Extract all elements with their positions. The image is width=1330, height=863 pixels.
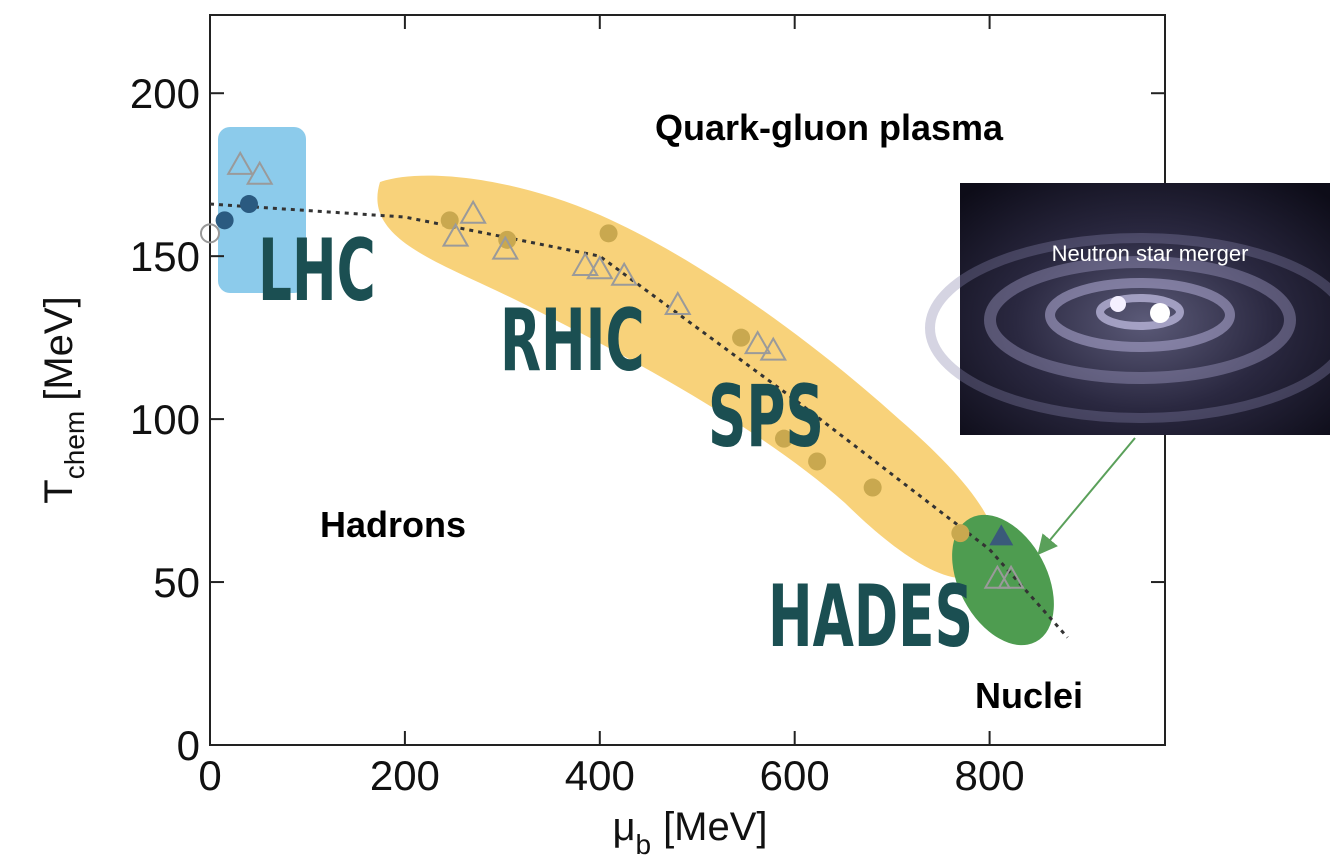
region-label: LHC	[258, 221, 376, 321]
page: {"chart_data": { "type": "scatter", "xla…	[0, 0, 1330, 863]
data-point	[600, 224, 618, 242]
x-tick-label: 600	[760, 752, 830, 799]
x-axis-symbol: μ	[612, 805, 635, 849]
star	[1110, 296, 1126, 312]
y-tick-label: 50	[153, 559, 200, 606]
y-tick-label: 0	[177, 722, 200, 769]
x-tick-label: 200	[370, 752, 440, 799]
region-label: SPS	[708, 367, 824, 467]
data-point	[240, 195, 258, 213]
y-axis-subscript: chem	[59, 411, 90, 479]
data-point	[864, 479, 882, 497]
image-caption: Neutron star merger	[1052, 241, 1249, 266]
annotation: Nuclei	[975, 675, 1083, 716]
arrow	[1040, 438, 1135, 552]
x-tick-label: 0	[198, 752, 221, 799]
region-label: RHIC	[500, 291, 645, 391]
neutron-star-image: Neutron star merger	[930, 183, 1330, 435]
x-axis-subscript: b	[635, 829, 651, 860]
y-axis-symbol: T	[37, 479, 81, 503]
data-point	[732, 329, 750, 347]
y-axis-title: Tchem [MeV]	[37, 296, 90, 503]
data-point	[216, 211, 234, 229]
annotation: Hadrons	[320, 504, 466, 545]
annotation: Quark-gluon plasma	[655, 107, 1004, 148]
y-tick-label: 100	[130, 396, 200, 443]
x-axis-unit: [MeV]	[663, 805, 767, 849]
rhic-sps-region	[377, 176, 996, 579]
y-axis-unit: [MeV]	[37, 296, 81, 400]
y-tick-label: 200	[130, 70, 200, 117]
x-axis-title: μb [MeV]	[612, 805, 767, 860]
star	[1150, 303, 1170, 323]
chart: 0 200 400 600 800 0 50 100 150 200 LHC RHIC SPS H…	[0, 0, 1330, 863]
region-label: HADES	[768, 567, 973, 667]
x-tick-label: 800	[955, 752, 1025, 799]
data-point	[951, 524, 969, 542]
y-tick-label: 150	[130, 233, 200, 280]
x-tick-label: 400	[565, 752, 635, 799]
